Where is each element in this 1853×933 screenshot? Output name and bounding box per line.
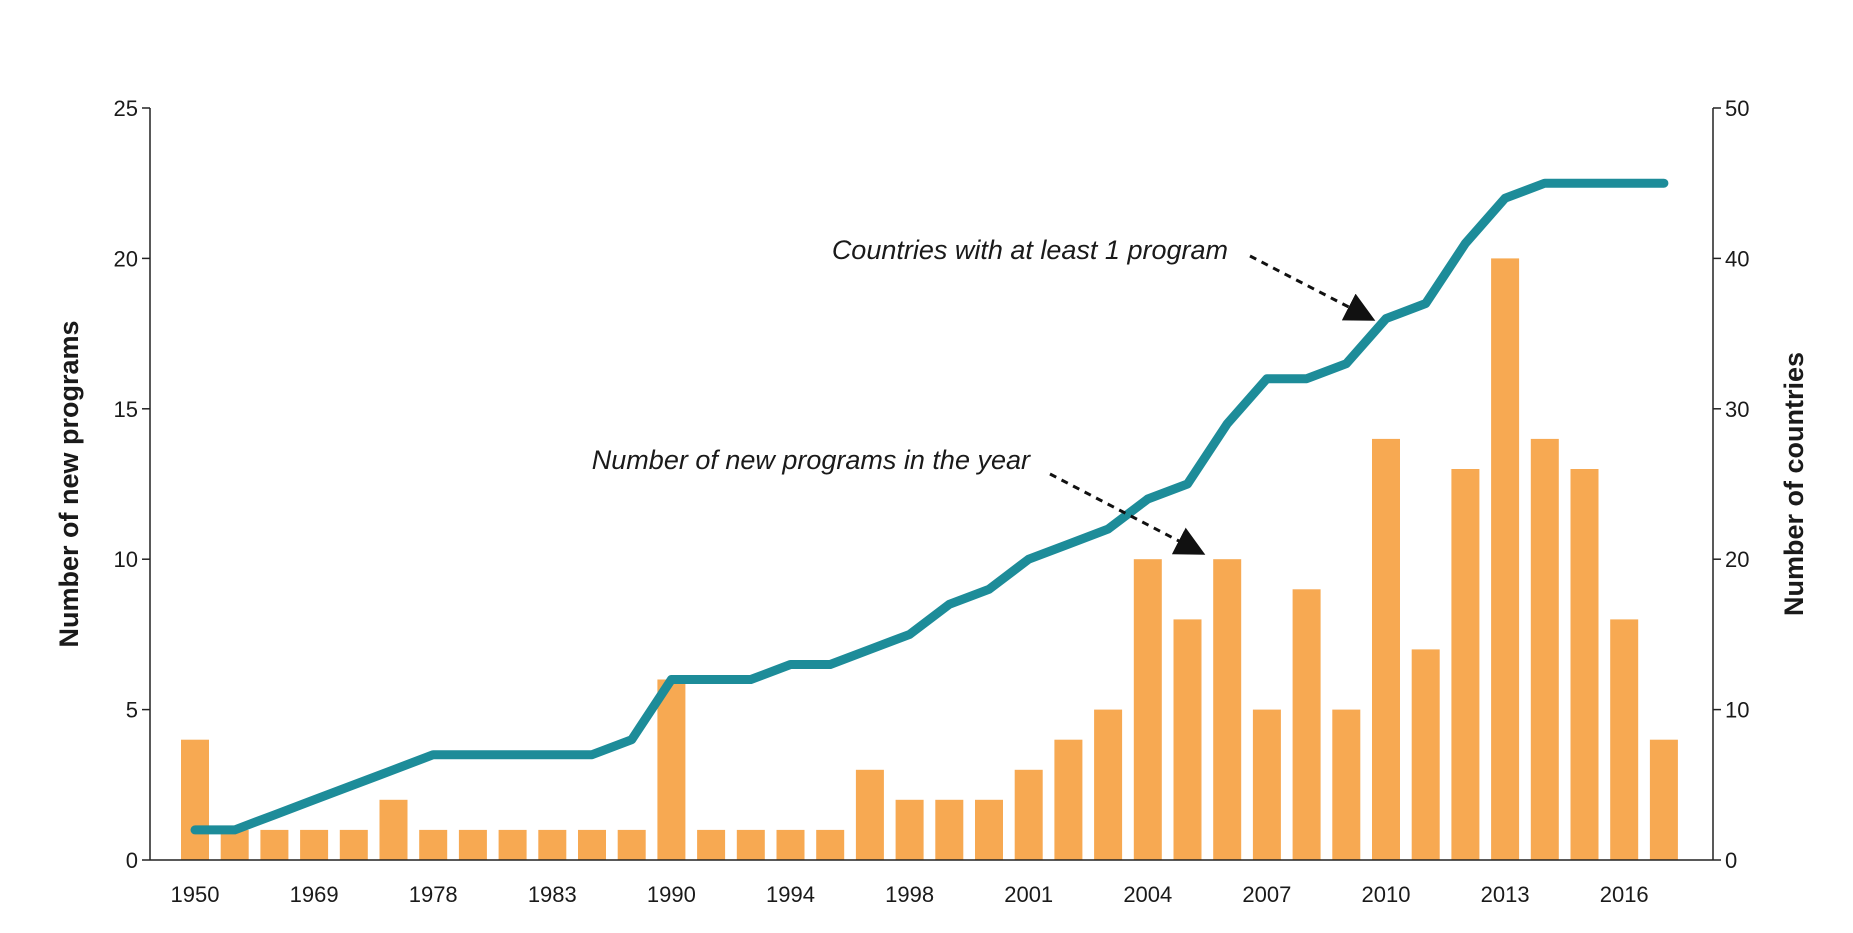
x-tick-label: 1994: [766, 882, 815, 907]
x-tick-label: 1950: [171, 882, 220, 907]
y-tick-label: 15: [114, 397, 138, 422]
bar-18: [895, 799, 924, 860]
bar-1: [220, 829, 249, 860]
axes-layer: [149, 108, 1714, 861]
bar-15: [776, 829, 805, 860]
x-tick-label: 2016: [1600, 882, 1649, 907]
bar-14: [736, 829, 765, 860]
bar-34: [1530, 438, 1559, 860]
bar-12: [657, 679, 686, 860]
y2-tick-label: 50: [1725, 96, 1749, 121]
bar-37: [1649, 739, 1678, 860]
bar-33: [1491, 258, 1520, 860]
bar-32: [1451, 469, 1480, 860]
y2-tick-label: 0: [1725, 848, 1737, 873]
bar-16: [816, 829, 845, 860]
bar-11: [617, 829, 646, 860]
bar-21: [1014, 769, 1043, 860]
x-tick-label: 1998: [885, 882, 934, 907]
bars-layer: [181, 258, 1678, 860]
bar-13: [697, 829, 726, 860]
x-tick-label: 1978: [409, 882, 458, 907]
bar-0: [181, 739, 209, 860]
bar-23: [1094, 709, 1123, 860]
bar-6: [419, 829, 448, 860]
bar-10: [578, 829, 606, 860]
y2-tick-label: 30: [1725, 397, 1749, 422]
bar-30: [1372, 438, 1400, 860]
x-tick-label: 2007: [1242, 882, 1291, 907]
x-tick-label: 1990: [647, 882, 696, 907]
x-tick-label: 1969: [290, 882, 339, 907]
y-tick-label: 0: [126, 848, 138, 873]
bar-4: [339, 829, 368, 860]
bar-24: [1133, 559, 1162, 860]
y-tick-label: 25: [114, 96, 138, 121]
x-tick-label: 2004: [1123, 882, 1172, 907]
bar-35: [1570, 469, 1599, 860]
bar-26: [1213, 559, 1242, 860]
y-tick-label: 10: [114, 547, 138, 572]
bar-9: [538, 829, 567, 860]
y-tick-label: 20: [114, 246, 138, 271]
x-tick-label: 2013: [1481, 882, 1530, 907]
y2-axis-title: Number of countries: [1779, 352, 1809, 616]
x-tick-label: 1983: [528, 882, 577, 907]
bar-annotation-text: Number of new programs in the year: [592, 445, 1031, 475]
bar-19: [935, 799, 964, 860]
bar-20: [975, 799, 1003, 860]
x-tick-label: 2010: [1362, 882, 1411, 907]
bar-annotation-arrow: [1049, 472, 1206, 555]
bar-27: [1252, 709, 1281, 860]
ticks-layer: 0 5 10 15 20 25 0 10 20 30 40 50 1950 1969 1978 1983 199…: [114, 96, 1750, 907]
bar-5: [379, 799, 408, 860]
bar-2: [260, 829, 289, 860]
bar-31: [1411, 649, 1440, 860]
countries-line: [190, 178, 1669, 835]
y-axis-title: Number of new programs: [54, 320, 84, 647]
bar-22: [1054, 739, 1083, 860]
line-annotation-text: Countries with at least 1 program: [832, 235, 1228, 265]
bar-36: [1610, 619, 1639, 860]
bar-29: [1332, 709, 1361, 860]
line-annotation-arrow: [1249, 254, 1376, 321]
bar-3: [300, 829, 329, 860]
bar-8: [498, 829, 527, 860]
y-tick-label: 5: [126, 698, 138, 723]
y2-tick-label: 10: [1725, 698, 1749, 723]
x-tick-label: 2001: [1004, 882, 1053, 907]
bar-17: [855, 769, 884, 860]
bar-28: [1292, 589, 1321, 860]
bar-25: [1173, 619, 1202, 860]
y2-tick-label: 40: [1725, 246, 1749, 271]
y2-tick-label: 20: [1725, 547, 1749, 572]
line-layer: [190, 178, 1669, 835]
bar-7: [458, 829, 487, 860]
